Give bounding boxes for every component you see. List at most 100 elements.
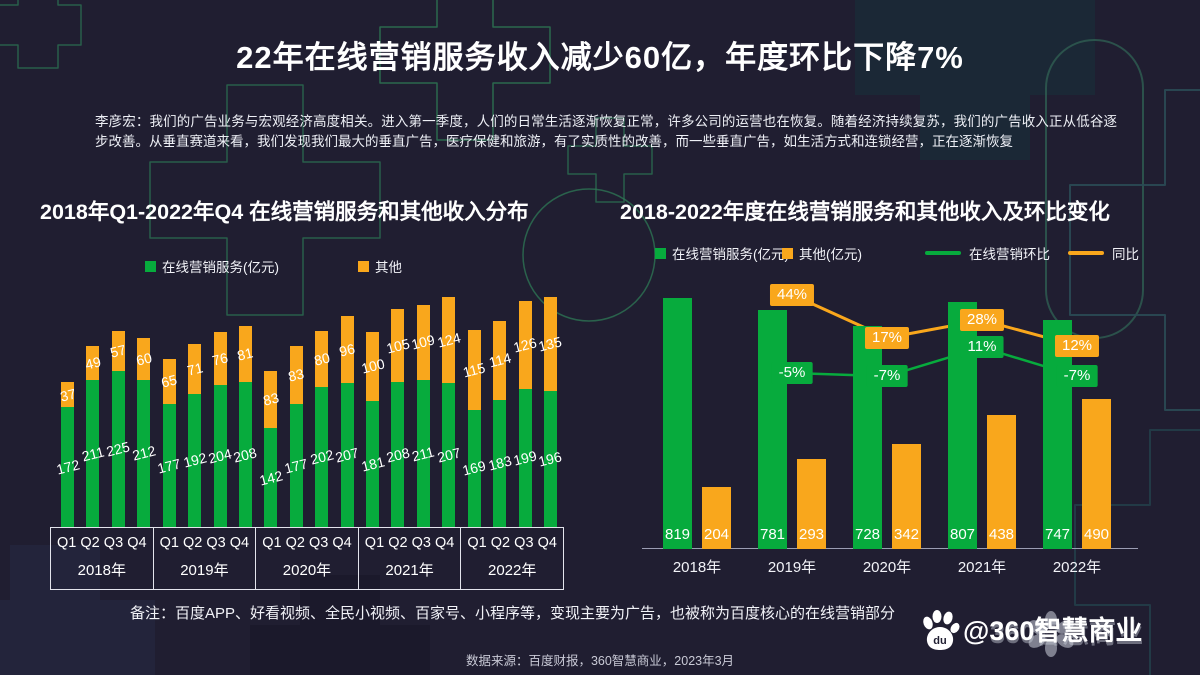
online-value-label: 183 — [486, 452, 513, 475]
online-segment — [137, 379, 151, 527]
other-value-label: 114 — [486, 349, 513, 371]
other-value-label: 49 — [83, 353, 103, 373]
online-bar-2021年-value: 807 — [949, 526, 976, 543]
online-segment — [188, 393, 202, 527]
在线营销环比-label-2019年: -5% — [771, 362, 813, 384]
orange-square-swatch — [358, 260, 369, 272]
quarter-label: Q2 — [490, 535, 511, 551]
online-value-label: 211 — [80, 443, 106, 465]
quarter-label: Q3 — [411, 535, 431, 551]
year-label-2021年: 2021年 — [957, 559, 1007, 576]
bar-2022年-Q2 — [493, 320, 507, 527]
quarter-label: Q3 — [308, 535, 329, 551]
ceo-quote: 李彦宏：我们的广告业务与宏观经济高度相关。进入第一季度，人们的日常生活逐渐恢复正… — [95, 114, 1117, 149]
quarter-label: Q2 — [285, 535, 305, 551]
other-bar-2020年-value: 342 — [893, 526, 920, 543]
other-segment — [416, 304, 430, 381]
同比-label-2020年: 17% — [864, 326, 910, 349]
other-segment — [188, 344, 202, 394]
year-label: 2020年 — [282, 562, 332, 579]
quarter-label: Q1 — [262, 535, 282, 551]
quarter-label: Q1 — [467, 535, 487, 551]
bar-2022年-Q1 — [467, 329, 481, 527]
bar-2018年-Q3 — [111, 331, 125, 527]
quarter-label: Q4 — [537, 535, 557, 551]
quarter-label: Q4 — [127, 535, 147, 551]
bar-2018年-Q1 — [61, 381, 74, 527]
green-line-swatch — [925, 251, 961, 255]
quarter-label: Q3 — [514, 535, 534, 551]
year-label: 2019年 — [180, 562, 229, 579]
online-value-label: 177 — [155, 454, 183, 477]
watermark-text: @360智慧商业 — [963, 616, 1143, 646]
axis-group-2019年: Q1 Q2 Q3 Q4 2019年 — [152, 528, 256, 589]
year-label: 2022年 — [487, 562, 537, 579]
other-value-label: 81 — [235, 344, 255, 364]
bar-2021年-Q3 — [416, 304, 430, 527]
online-segment — [61, 407, 74, 527]
other-segment — [467, 329, 481, 410]
online-value-label: 196 — [537, 448, 564, 470]
online-segment — [162, 403, 176, 527]
other-bar-2021年 — [987, 414, 1016, 549]
left-chart-title: 2018年Q1-2022年Q4 在线营销服务和其他收入分布 — [40, 200, 529, 224]
online-segment — [111, 370, 125, 527]
page-title: 22年在线营销服务收入减少60亿，年度环比下降7% — [236, 40, 964, 75]
x-axis-line — [642, 548, 1138, 549]
quarter-label: Q3 — [103, 535, 124, 551]
quarter-label: Q4 — [332, 535, 352, 551]
other-segment — [340, 316, 354, 384]
trend-lines — [791, 293, 1078, 378]
orange-square-swatch — [782, 247, 793, 259]
other-bar-2018年-value: 204 — [703, 526, 730, 543]
legend-qoq-line: 在线营销环比 — [925, 243, 1050, 263]
bar-2018年-Q2 — [86, 346, 100, 527]
other-segment — [238, 326, 252, 383]
online-segment — [264, 428, 278, 527]
online-value-label: 212 — [130, 442, 158, 464]
online-value-label: 207 — [435, 444, 463, 466]
year-label-2022年: 2022年 — [1052, 559, 1102, 576]
online-bar-2018年-value: 819 — [664, 526, 691, 543]
year-label-2020年: 2020年 — [862, 559, 912, 576]
online-value-label: 225 — [105, 438, 132, 460]
qoq-line — [791, 346, 1078, 378]
在线营销环比-label-2022年: -7% — [1056, 365, 1098, 388]
online-value-label: 207 — [333, 444, 361, 466]
watermark: 360智慧商业 du @360智慧商业 — [920, 603, 1195, 658]
other-value-label: 37 — [58, 384, 77, 405]
在线营销环比-label-2021年: 11% — [960, 336, 1004, 359]
online-value-label: 177 — [282, 454, 310, 477]
quarter-label: Q1 — [364, 535, 385, 551]
other-value-label: 57 — [108, 341, 128, 361]
online-segment — [289, 403, 303, 527]
quarter-label: Q4 — [229, 535, 250, 551]
online-value-label: 172 — [54, 456, 81, 478]
other-value-label: 105 — [384, 335, 412, 357]
orange-line-swatch — [1068, 251, 1104, 255]
other-value-label: 96 — [337, 340, 357, 360]
other-value-label: 115 — [461, 359, 487, 381]
other-value-label: 100 — [359, 355, 386, 378]
online-value-label: 208 — [384, 444, 412, 466]
online-value-label: 169 — [460, 457, 488, 479]
online-value-label: 199 — [511, 447, 539, 469]
footnote: 备注：百度APP、好看视频、全民小视频、百家号、小程序等，变现主要为广告，也被称… — [130, 605, 896, 622]
quarter-label: Q2 — [388, 535, 408, 551]
legend-label: 其他 — [375, 260, 402, 275]
online-value-label: 204 — [206, 445, 234, 467]
other-bar-2019年 — [797, 459, 826, 549]
other-value-label: 83 — [286, 365, 306, 385]
other-segment — [518, 301, 532, 389]
legend-online-marketing-annual: 在线营销服务(亿元) — [655, 243, 789, 263]
bar-2019年-Q2 — [188, 344, 202, 527]
other-segment — [442, 296, 456, 384]
other-bar-2019年-value: 293 — [798, 526, 825, 543]
svg-text:du: du — [933, 635, 946, 647]
year-label-2018年: 2018年 — [672, 559, 722, 576]
legend-label: 同比 — [1112, 247, 1139, 262]
online-segment — [238, 382, 252, 527]
quarter-label: Q1 — [159, 535, 179, 551]
other-segment — [366, 331, 380, 402]
